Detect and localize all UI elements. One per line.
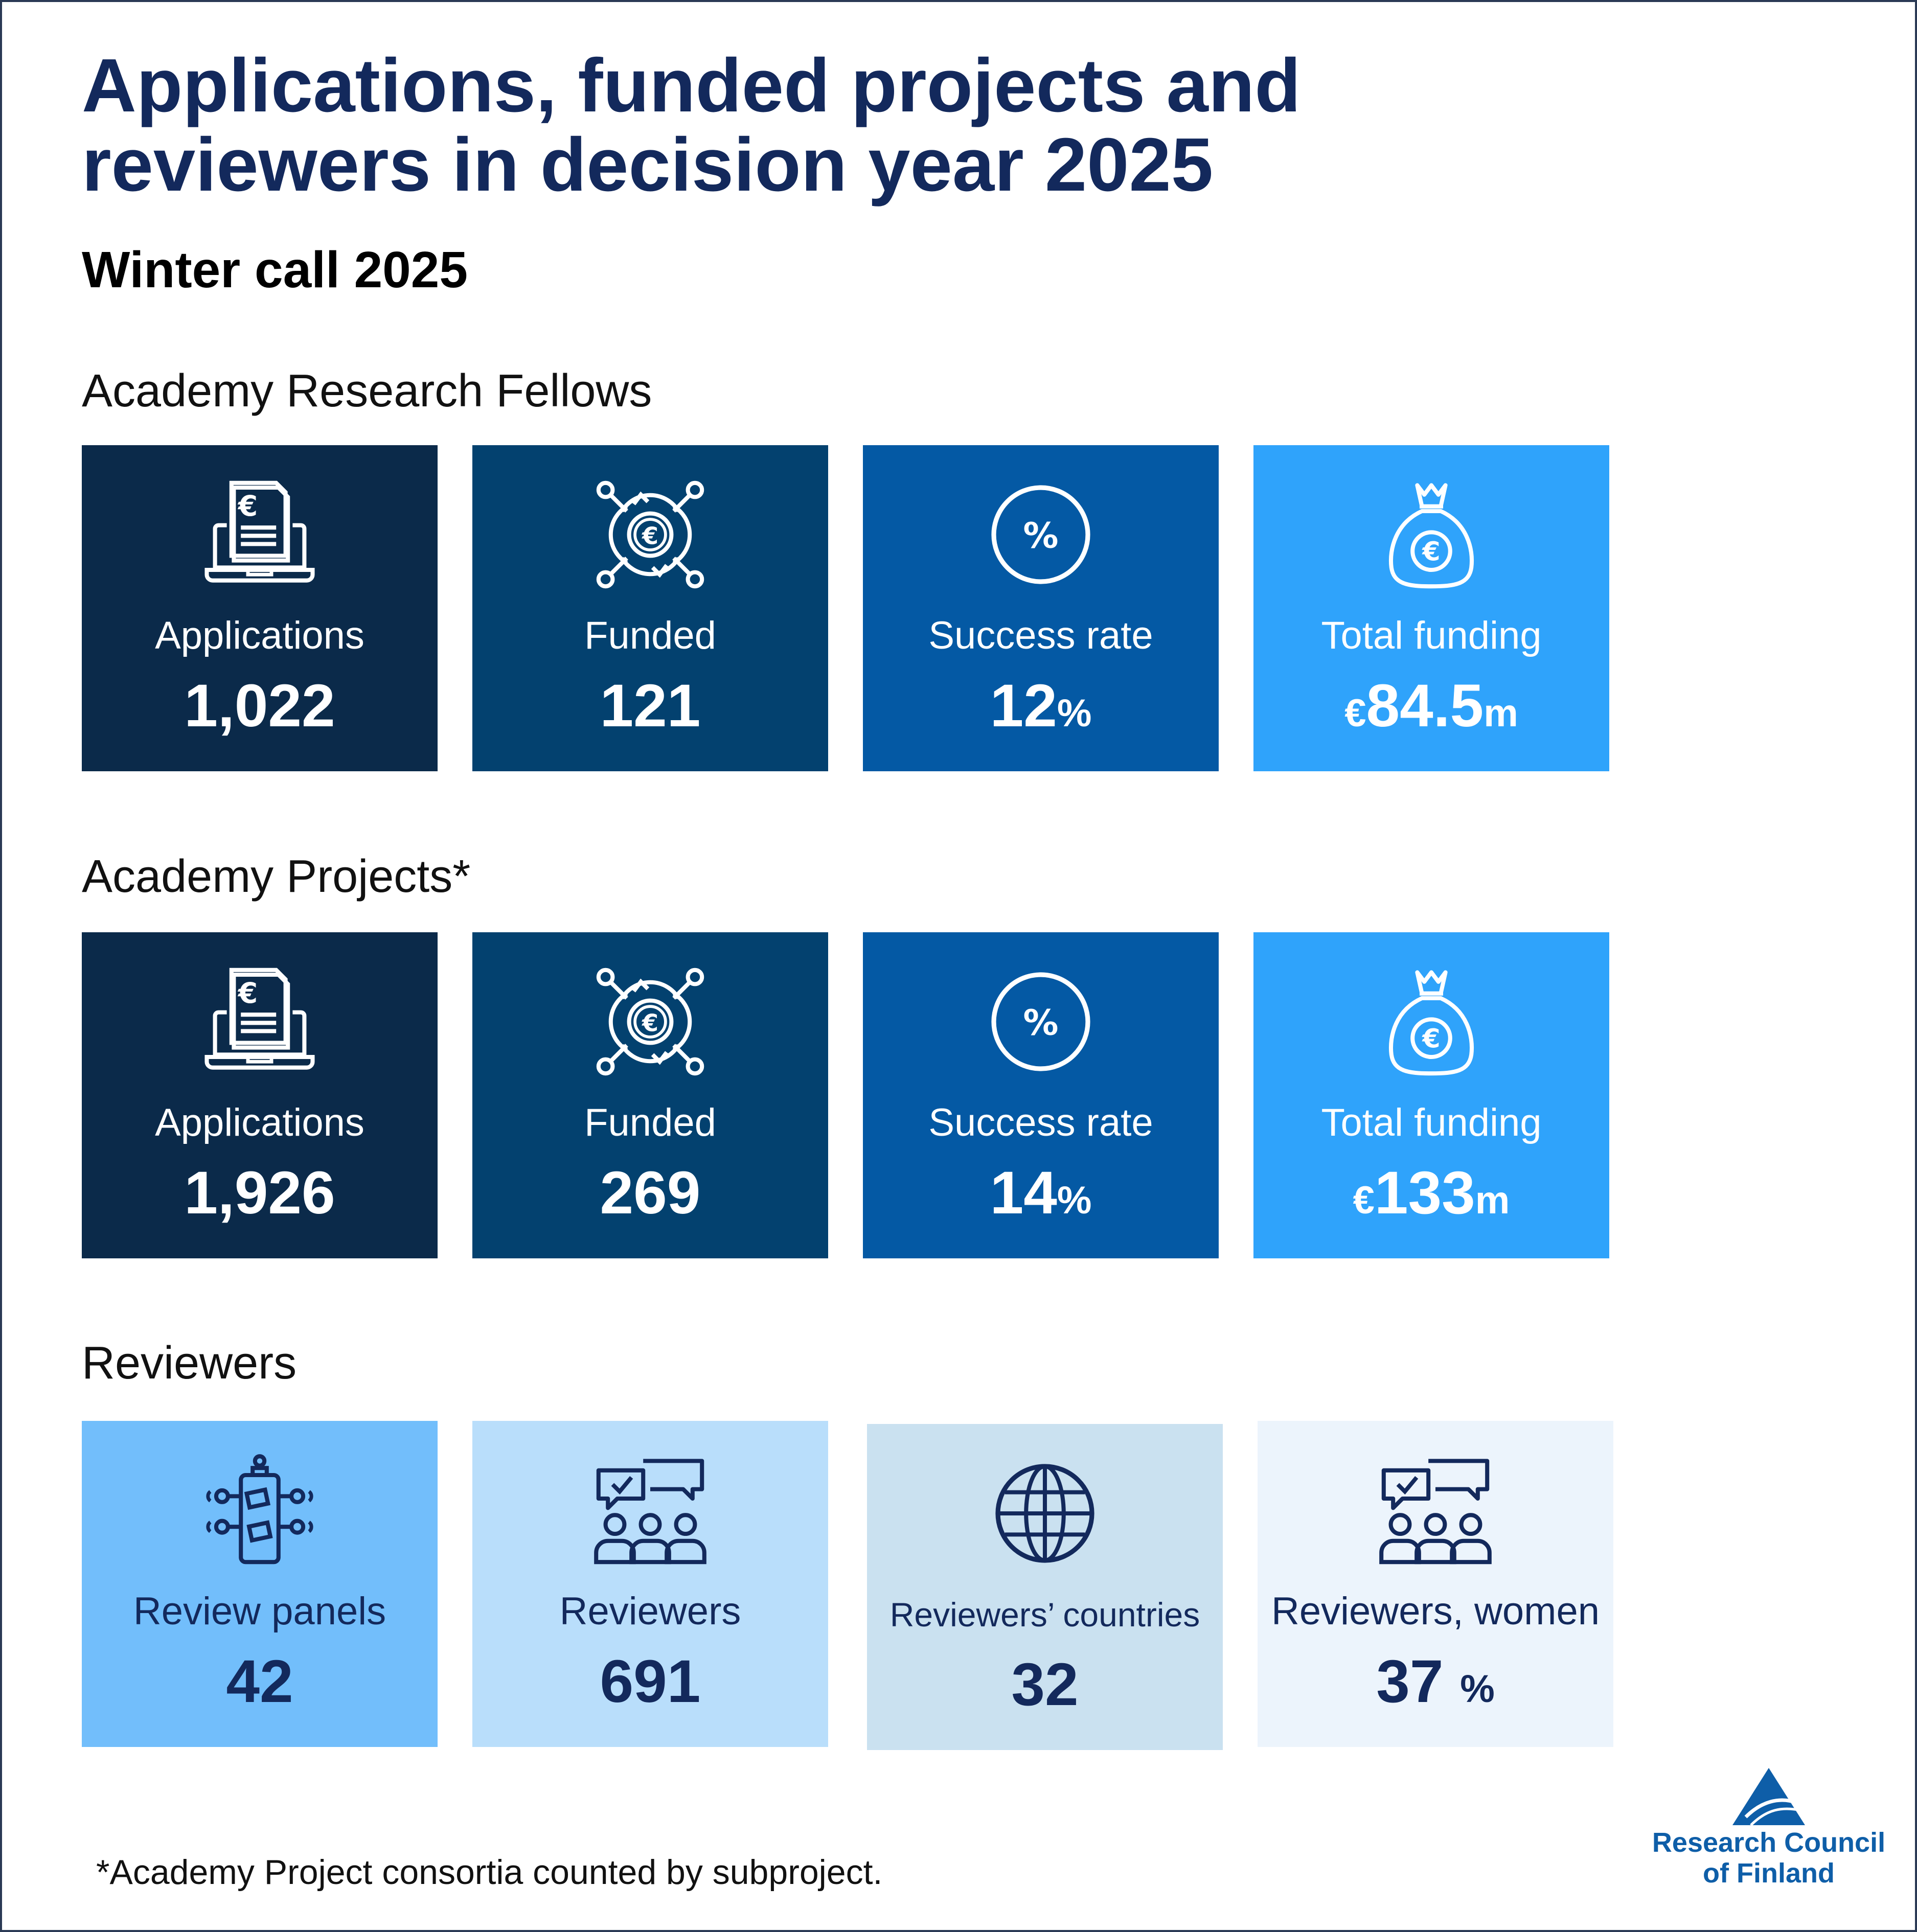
tile-label: Applications xyxy=(155,614,364,657)
money-bag-icon xyxy=(1373,476,1490,593)
invoice-laptop-icon xyxy=(201,963,318,1080)
tile-projects-applications: Applications 1,926 xyxy=(82,932,438,1258)
reviewers-group-icon xyxy=(1377,1452,1494,1569)
tile-value: 269 xyxy=(600,1159,701,1227)
logo-text-line-1: Research Council xyxy=(1652,1827,1886,1858)
research-council-logo: Research Council of Finland xyxy=(1646,1766,1891,1909)
tile-label: Total funding xyxy=(1321,1101,1542,1144)
reviewers-group-icon xyxy=(591,1452,709,1569)
percent-circle-icon xyxy=(982,476,1100,593)
page-title-line-1: Applications, funded projects and xyxy=(82,43,1301,128)
tile-value: 12% xyxy=(990,672,1092,740)
money-bag-icon xyxy=(1373,963,1490,1080)
tile-label: Success rate xyxy=(928,614,1153,657)
triangle-logo-icon xyxy=(1732,1768,1805,1826)
tile-value: 32 xyxy=(1011,1651,1079,1718)
footnote: *Academy Project consortia counted by su… xyxy=(96,1853,883,1892)
tile-value: €84.5m xyxy=(1344,672,1518,740)
tile-value: 1,926 xyxy=(184,1159,335,1227)
tile-value: 37 % xyxy=(1376,1648,1495,1715)
section-heading-research-fellows: Academy Research Fellows xyxy=(82,365,652,417)
tile-label: Reviewers xyxy=(559,1590,741,1633)
tile-label: Reviewers’ countries xyxy=(889,1596,1200,1634)
funding-network-icon xyxy=(591,963,709,1080)
page-title: Applications, funded projects and review… xyxy=(82,46,1462,204)
globe-icon xyxy=(986,1455,1104,1572)
tile-review-panels: Review panels 42 xyxy=(82,1421,438,1747)
section-heading-academy-projects: Academy Projects* xyxy=(82,851,471,902)
tile-reviewers-women: Reviewers, women 37 % xyxy=(1258,1421,1613,1747)
tile-label: Funded xyxy=(584,614,716,657)
tile-label: Applications xyxy=(155,1101,364,1144)
tile-fellows-funded: Funded 121 xyxy=(472,445,828,771)
tile-label: Success rate xyxy=(928,1101,1153,1144)
tile-reviewers: Reviewers 691 xyxy=(472,1421,828,1747)
percent-circle-icon xyxy=(982,963,1100,1080)
tile-reviewers-countries: Reviewers’ countries 32 xyxy=(867,1424,1223,1750)
tile-value: 42 xyxy=(226,1648,293,1715)
tile-projects-funded: Funded 269 xyxy=(472,932,828,1258)
tile-label: Review panels xyxy=(133,1590,386,1633)
tile-fellows-applications: Applications 1,022 xyxy=(82,445,438,771)
tile-label: Funded xyxy=(584,1101,716,1144)
tile-label: Reviewers, women xyxy=(1271,1590,1600,1633)
tile-value: 691 xyxy=(600,1648,701,1715)
funding-network-icon xyxy=(591,476,709,593)
tile-fellows-total-funding: Total funding €84.5m xyxy=(1253,445,1609,771)
section-heading-reviewers: Reviewers xyxy=(82,1338,297,1389)
review-panel-icon xyxy=(201,1452,318,1569)
tile-fellows-success-rate: Success rate 12% xyxy=(863,445,1219,771)
page-subtitle: Winter call 2025 xyxy=(82,241,468,298)
tile-value: 1,022 xyxy=(184,672,335,740)
tile-projects-success-rate: Success rate 14% xyxy=(863,932,1219,1258)
tile-value: €133m xyxy=(1353,1159,1510,1227)
page-title-line-2: reviewers in decision year 2025 xyxy=(82,123,1214,207)
tile-label: Total funding xyxy=(1321,614,1542,657)
logo-text-line-2: of Finland xyxy=(1703,1858,1835,1889)
tile-value: 14% xyxy=(990,1159,1092,1227)
invoice-laptop-icon xyxy=(201,476,318,593)
tile-value: 121 xyxy=(600,672,701,740)
tile-projects-total-funding: Total funding €133m xyxy=(1253,932,1609,1258)
